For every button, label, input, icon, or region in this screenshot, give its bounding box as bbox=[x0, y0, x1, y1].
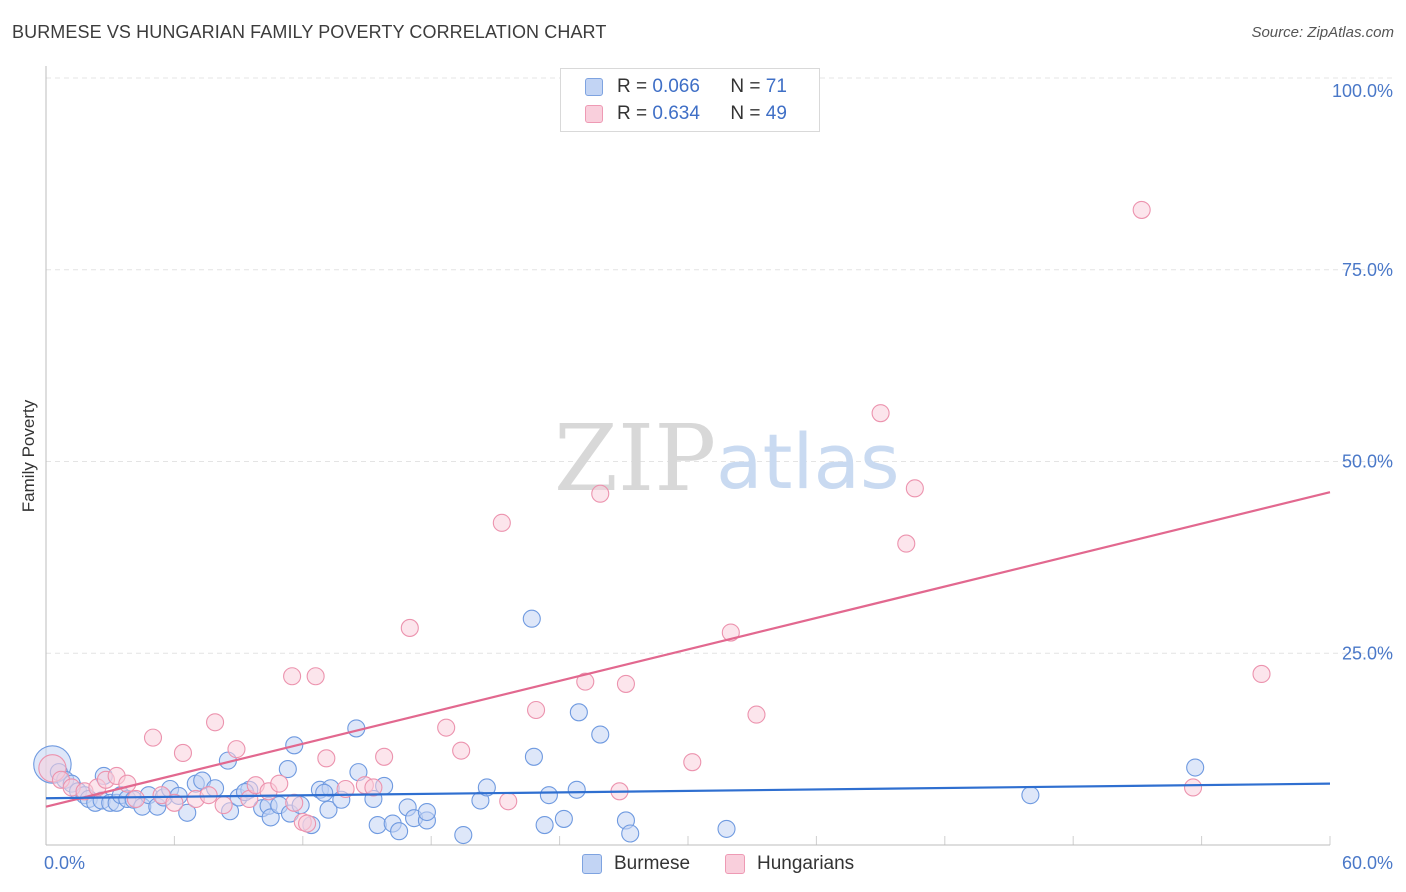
hungarian-point bbox=[214, 796, 233, 815]
burmese-point bbox=[315, 783, 334, 802]
hungarian-point bbox=[143, 728, 163, 747]
hungarian-point bbox=[400, 618, 419, 637]
burmese-trend-line bbox=[45, 782, 1331, 800]
legend-n-value: 49 bbox=[765, 103, 787, 124]
hungarian-point bbox=[527, 700, 546, 720]
x-tick-label: 60.0% bbox=[1342, 853, 1393, 873]
hungarian-point bbox=[126, 789, 145, 809]
hungarian-point bbox=[306, 667, 325, 686]
burmese-point bbox=[717, 819, 736, 838]
trend-lines bbox=[45, 491, 1331, 808]
burmese-point bbox=[554, 809, 573, 828]
y-tick-label: 50.0% bbox=[1342, 452, 1393, 472]
hungarian-point bbox=[283, 667, 302, 686]
hungarian-point bbox=[576, 672, 595, 691]
burmese-swatch bbox=[585, 78, 603, 96]
hungarian-point bbox=[1183, 778, 1203, 797]
chart-title: BURMESE VS HUNGARIAN FAMILY POVERTY CORR… bbox=[12, 22, 607, 42]
legend-row-burmese: R = 0.066 N = 71 bbox=[585, 73, 787, 101]
hungarian-point bbox=[897, 534, 916, 553]
hungarian-point bbox=[227, 740, 246, 759]
hungarian-point bbox=[683, 753, 702, 772]
hungarian-point bbox=[165, 793, 184, 812]
bottom-legend-hungarians: Hungarians bbox=[725, 851, 854, 877]
burmese-point bbox=[621, 824, 640, 843]
source-label: Source: ZipAtlas.com bbox=[1251, 24, 1394, 41]
hungarians-legend-label: Hungarians bbox=[757, 853, 855, 874]
burmese-point bbox=[454, 825, 473, 845]
hungarian-point bbox=[499, 792, 518, 811]
hungarian-points bbox=[38, 200, 1271, 833]
hungarian-point bbox=[616, 674, 635, 693]
burmese-legend-swatch bbox=[582, 854, 602, 874]
hungarian-point bbox=[298, 814, 317, 833]
hungarians-trend-line bbox=[45, 491, 1331, 808]
burmese-point bbox=[591, 725, 610, 744]
legend-n-label: N = bbox=[730, 103, 761, 124]
burmese-point bbox=[477, 778, 496, 797]
hungarian-point bbox=[452, 741, 471, 760]
hungarian-point bbox=[492, 513, 511, 532]
hungarian-point bbox=[437, 718, 456, 737]
burmese-legend-label: Burmese bbox=[614, 853, 691, 874]
burmese-point bbox=[522, 609, 541, 628]
burmese-point bbox=[569, 703, 588, 722]
hungarian-point bbox=[871, 404, 890, 423]
hungarian-point bbox=[336, 779, 355, 799]
burmese-point bbox=[261, 808, 280, 827]
hungarian-point bbox=[364, 778, 383, 797]
bottom-legend-burmese: Burmese bbox=[582, 851, 690, 877]
axes bbox=[45, 66, 1330, 846]
tick-labels: 25.0% 50.0% 75.0% 100.0% 0.0% 60.0% bbox=[44, 81, 1393, 873]
hungarian-point bbox=[206, 713, 225, 732]
legend-r-value: 0.634 bbox=[652, 103, 700, 124]
burmese-point bbox=[535, 816, 554, 835]
legend-row-hungarians: R = 0.634 N = 49 bbox=[585, 100, 787, 128]
burmese-point bbox=[524, 747, 543, 766]
y-tick-label: 100.0% bbox=[1332, 81, 1393, 101]
hungarian-point bbox=[285, 793, 304, 812]
hungarian-point bbox=[905, 479, 924, 498]
burmese-point bbox=[417, 802, 436, 822]
hungarian-swatch bbox=[585, 105, 603, 123]
burmese-point bbox=[390, 822, 409, 841]
burmese-point bbox=[368, 816, 387, 835]
burmese-point bbox=[178, 803, 197, 822]
correlation-legend: R = 0.066 N = 71 R = 0.634 N = 49 bbox=[560, 68, 820, 132]
hungarian-point bbox=[1132, 200, 1151, 219]
legend-r-value: 0.066 bbox=[652, 76, 700, 97]
burmese-point bbox=[1186, 758, 1205, 777]
hungarian-point bbox=[1252, 664, 1271, 684]
hungarian-point bbox=[199, 786, 218, 805]
hungarian-point bbox=[747, 705, 766, 724]
watermark: ZIP atlas bbox=[554, 405, 900, 512]
y-tick-label: 75.0% bbox=[1342, 260, 1393, 280]
hungarian-point bbox=[173, 743, 193, 763]
legend-n-value: 71 bbox=[765, 76, 787, 97]
hungarian-point bbox=[270, 774, 289, 793]
hungarian-point bbox=[118, 774, 137, 793]
hungarian-point bbox=[317, 749, 336, 768]
hungarian-point bbox=[591, 484, 610, 503]
watermark-zip: ZIP bbox=[554, 405, 716, 512]
burmese-point bbox=[567, 780, 586, 799]
y-tick-label: 25.0% bbox=[1342, 643, 1393, 663]
y-axis-label: Family Poverty bbox=[19, 399, 38, 512]
burmese-point bbox=[539, 786, 558, 805]
burmese-point bbox=[1021, 786, 1040, 805]
burmese-point bbox=[278, 760, 297, 779]
x-tick-label: 0.0% bbox=[44, 853, 85, 873]
legend-r-label: R = bbox=[617, 103, 648, 124]
hungarian-point bbox=[375, 747, 394, 766]
burmese-point bbox=[319, 800, 338, 819]
legend-n-label: N = bbox=[730, 76, 761, 97]
gridlines bbox=[46, 77, 1395, 845]
legend-r-label: R = bbox=[617, 76, 648, 97]
hungarian-legend-swatch bbox=[725, 854, 745, 874]
watermark-atlas: atlas bbox=[716, 417, 900, 506]
